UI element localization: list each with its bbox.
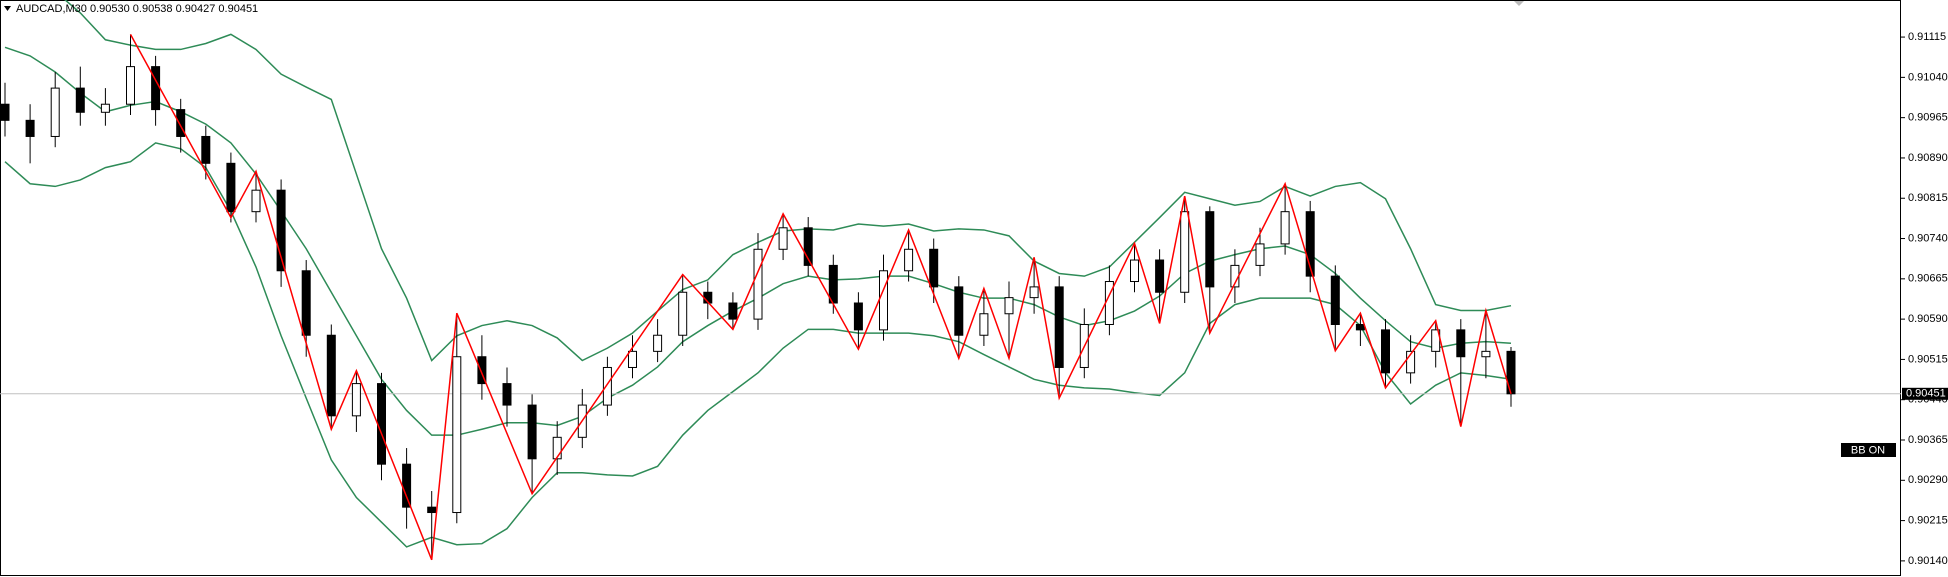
- candle-body: [50, 87, 60, 137]
- candle-body: [251, 189, 261, 213]
- indicator-label: BB ON: [1851, 444, 1885, 456]
- candle-body: [1054, 286, 1064, 368]
- candle-body: [0, 103, 10, 121]
- y-tick-label: 0.90515: [1908, 353, 1948, 365]
- chart-title: AUDCAD,M30 0.90530 0.90538 0.90427 0.904…: [16, 3, 258, 15]
- candle-body: [1305, 211, 1315, 277]
- candle-body: [1406, 350, 1416, 374]
- y-tick-label: 0.90965: [1908, 112, 1948, 124]
- candle-body: [1355, 323, 1365, 331]
- zigzag-line: [129, 34, 1512, 561]
- y-tick-label: 0.90215: [1908, 514, 1948, 526]
- candle-body: [1130, 259, 1139, 283]
- candle-body: [1255, 243, 1265, 266]
- candle-body: [979, 313, 989, 336]
- candle-body: [301, 270, 311, 336]
- candle-body: [276, 189, 286, 272]
- candle-body: [853, 302, 863, 331]
- candle-body: [728, 302, 738, 320]
- candle-body: [176, 109, 186, 137]
- candle-body: [100, 103, 110, 113]
- y-tick-label: 0.90665: [1908, 273, 1948, 285]
- candle-body: [1330, 275, 1340, 325]
- candle-body: [628, 350, 637, 368]
- candle-body: [552, 436, 562, 460]
- candle-body: [1456, 329, 1466, 358]
- candle-body: [452, 356, 462, 514]
- candle-body: [351, 383, 361, 417]
- plot-area: [0, 0, 1901, 561]
- candle-body: [226, 162, 236, 213]
- candle-body: [126, 66, 135, 105]
- candle-body: [803, 227, 813, 266]
- price-label-box: [1902, 387, 1948, 400]
- candle-body: [1155, 259, 1165, 293]
- candle-body: [75, 87, 85, 113]
- candle-body: [1506, 350, 1516, 395]
- shift-marker: [1514, 1, 1524, 6]
- candle-body: [1381, 329, 1390, 374]
- y-tick-label: 0.90140: [1908, 555, 1948, 567]
- y-tick-label: 0.90815: [1908, 192, 1948, 204]
- candle-body: [427, 506, 437, 514]
- candle-body: [326, 334, 336, 417]
- candle-body: [1205, 211, 1215, 288]
- candle-body: [377, 383, 386, 465]
- menu-arrow[interactable]: [4, 6, 11, 11]
- candle-body: [502, 383, 512, 406]
- candle-body: [527, 404, 537, 460]
- candle-body: [778, 227, 788, 250]
- candle-body: [201, 135, 211, 164]
- candle-body: [602, 366, 612, 406]
- candle-body: [653, 334, 663, 352]
- candle-body: [753, 248, 763, 320]
- y-tick-label: 0.91115: [1908, 31, 1946, 43]
- y-tick-label: 0.91040: [1908, 71, 1948, 83]
- y-tick-label: 0.90740: [1908, 232, 1948, 244]
- candle-body: [678, 291, 688, 336]
- candle-body: [151, 66, 161, 111]
- candle-body: [828, 264, 838, 304]
- candle-body: [904, 248, 914, 272]
- candle-body: [402, 463, 412, 508]
- candle-body: [1280, 211, 1290, 245]
- candle-body: [25, 119, 35, 137]
- candle-body: [1180, 211, 1190, 293]
- candle-body: [1029, 286, 1039, 299]
- y-tick-label: 0.90365: [1908, 434, 1948, 446]
- indicator-box: [1841, 443, 1896, 457]
- plot-frame: [0, 0, 1901, 576]
- bollinger-band: [4, 142, 1512, 548]
- candle-body: [954, 286, 964, 336]
- y-tick-label: 0.90290: [1908, 474, 1948, 486]
- candle-body: [929, 248, 939, 288]
- candle-body: [1481, 350, 1491, 358]
- y-tick-label: 0.90590: [1908, 313, 1948, 325]
- y-tick-label: 0.90890: [1908, 152, 1948, 164]
- candle-body: [1004, 297, 1014, 315]
- candle-body: [879, 270, 888, 331]
- price-label: 0.90451: [1906, 388, 1946, 400]
- candle-body: [477, 356, 487, 385]
